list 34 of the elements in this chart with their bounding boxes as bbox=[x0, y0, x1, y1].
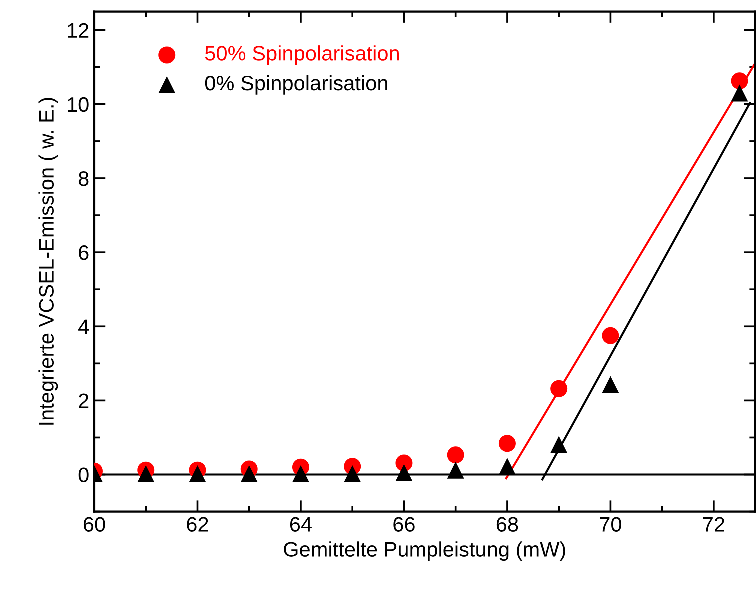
point bbox=[498, 435, 516, 452]
point bbox=[731, 72, 748, 90]
x-tick-label: 62 bbox=[187, 517, 208, 532]
point bbox=[447, 462, 464, 479]
point bbox=[550, 436, 568, 454]
point bbox=[447, 446, 464, 464]
x-tick-label: 64 bbox=[290, 517, 312, 532]
point bbox=[731, 84, 748, 102]
x-tick-label: 72 bbox=[703, 517, 724, 532]
x-tick-label: 60 bbox=[84, 517, 106, 532]
point bbox=[550, 380, 568, 398]
y-tick-label: 10 bbox=[68, 97, 89, 112]
point bbox=[602, 327, 620, 344]
point bbox=[396, 464, 413, 482]
y-tick-label: 12 bbox=[68, 23, 89, 38]
point bbox=[344, 466, 362, 483]
y-tick-label: 0 bbox=[78, 468, 89, 483]
point bbox=[240, 466, 258, 483]
y-tick-label: 6 bbox=[79, 246, 89, 260]
x-axis-title: Gemittelte Pumpleistung (mW) bbox=[284, 542, 566, 562]
point bbox=[498, 458, 516, 476]
y-tick-label: 8 bbox=[78, 171, 89, 186]
x-tick-label: 70 bbox=[600, 517, 622, 532]
y-axis-title: Integrierte VCSEL-Emission ( w. E.) bbox=[38, 98, 58, 425]
y-tick-label: 4 bbox=[78, 320, 90, 334]
legend-label: 0% Spinpolarisation bbox=[205, 75, 388, 95]
point bbox=[292, 466, 310, 483]
y-tick-label: 2 bbox=[79, 394, 89, 408]
x-tick-label: 66 bbox=[394, 517, 415, 532]
point bbox=[602, 376, 620, 394]
x-tick-label: 68 bbox=[496, 517, 518, 532]
point bbox=[138, 466, 155, 483]
legend-label: 50% Spinpolarisation bbox=[205, 46, 399, 65]
point bbox=[189, 466, 206, 483]
